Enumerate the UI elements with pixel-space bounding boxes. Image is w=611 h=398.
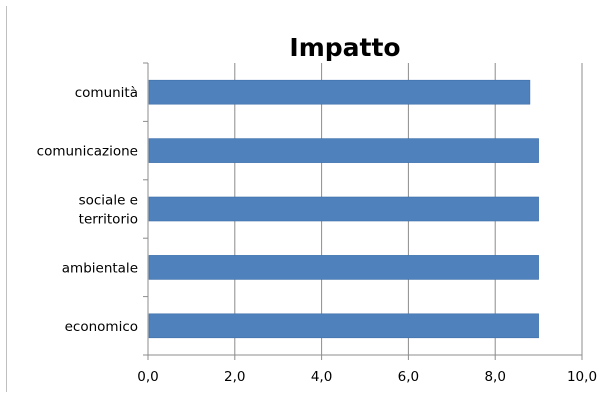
category-label-3: ambientale: [62, 260, 138, 276]
x-tick-label-2: 4,0: [311, 369, 332, 385]
x-tick-label-4: 8,0: [484, 369, 505, 385]
bar-4: [148, 313, 539, 339]
x-tick-labels: 0,0 2,0 4,0 6,0 8,0 10,0: [137, 369, 597, 385]
chart-title: Impatto: [289, 33, 400, 62]
bar-2: [148, 196, 539, 222]
bar-0: [148, 79, 531, 105]
bar-1: [148, 138, 539, 163]
category-label-0: comunità: [75, 85, 138, 101]
category-label-1: comunicazione: [37, 144, 138, 160]
x-tick-label-0: 0,0: [137, 369, 158, 385]
bars: [148, 79, 539, 339]
bar-3: [148, 255, 539, 280]
axes: [143, 62, 583, 360]
chart-frame-left-edge: [6, 6, 7, 392]
x-tick-label-3: 6,0: [398, 369, 419, 385]
category-label-4: economico: [65, 319, 138, 335]
x-tick-label-5: 10,0: [567, 369, 597, 385]
x-tick-label-1: 2,0: [224, 369, 245, 385]
category-label-2: sociale e territorio: [79, 193, 138, 228]
category-labels: comunità comunicazione sociale e territorio…: [37, 85, 138, 335]
